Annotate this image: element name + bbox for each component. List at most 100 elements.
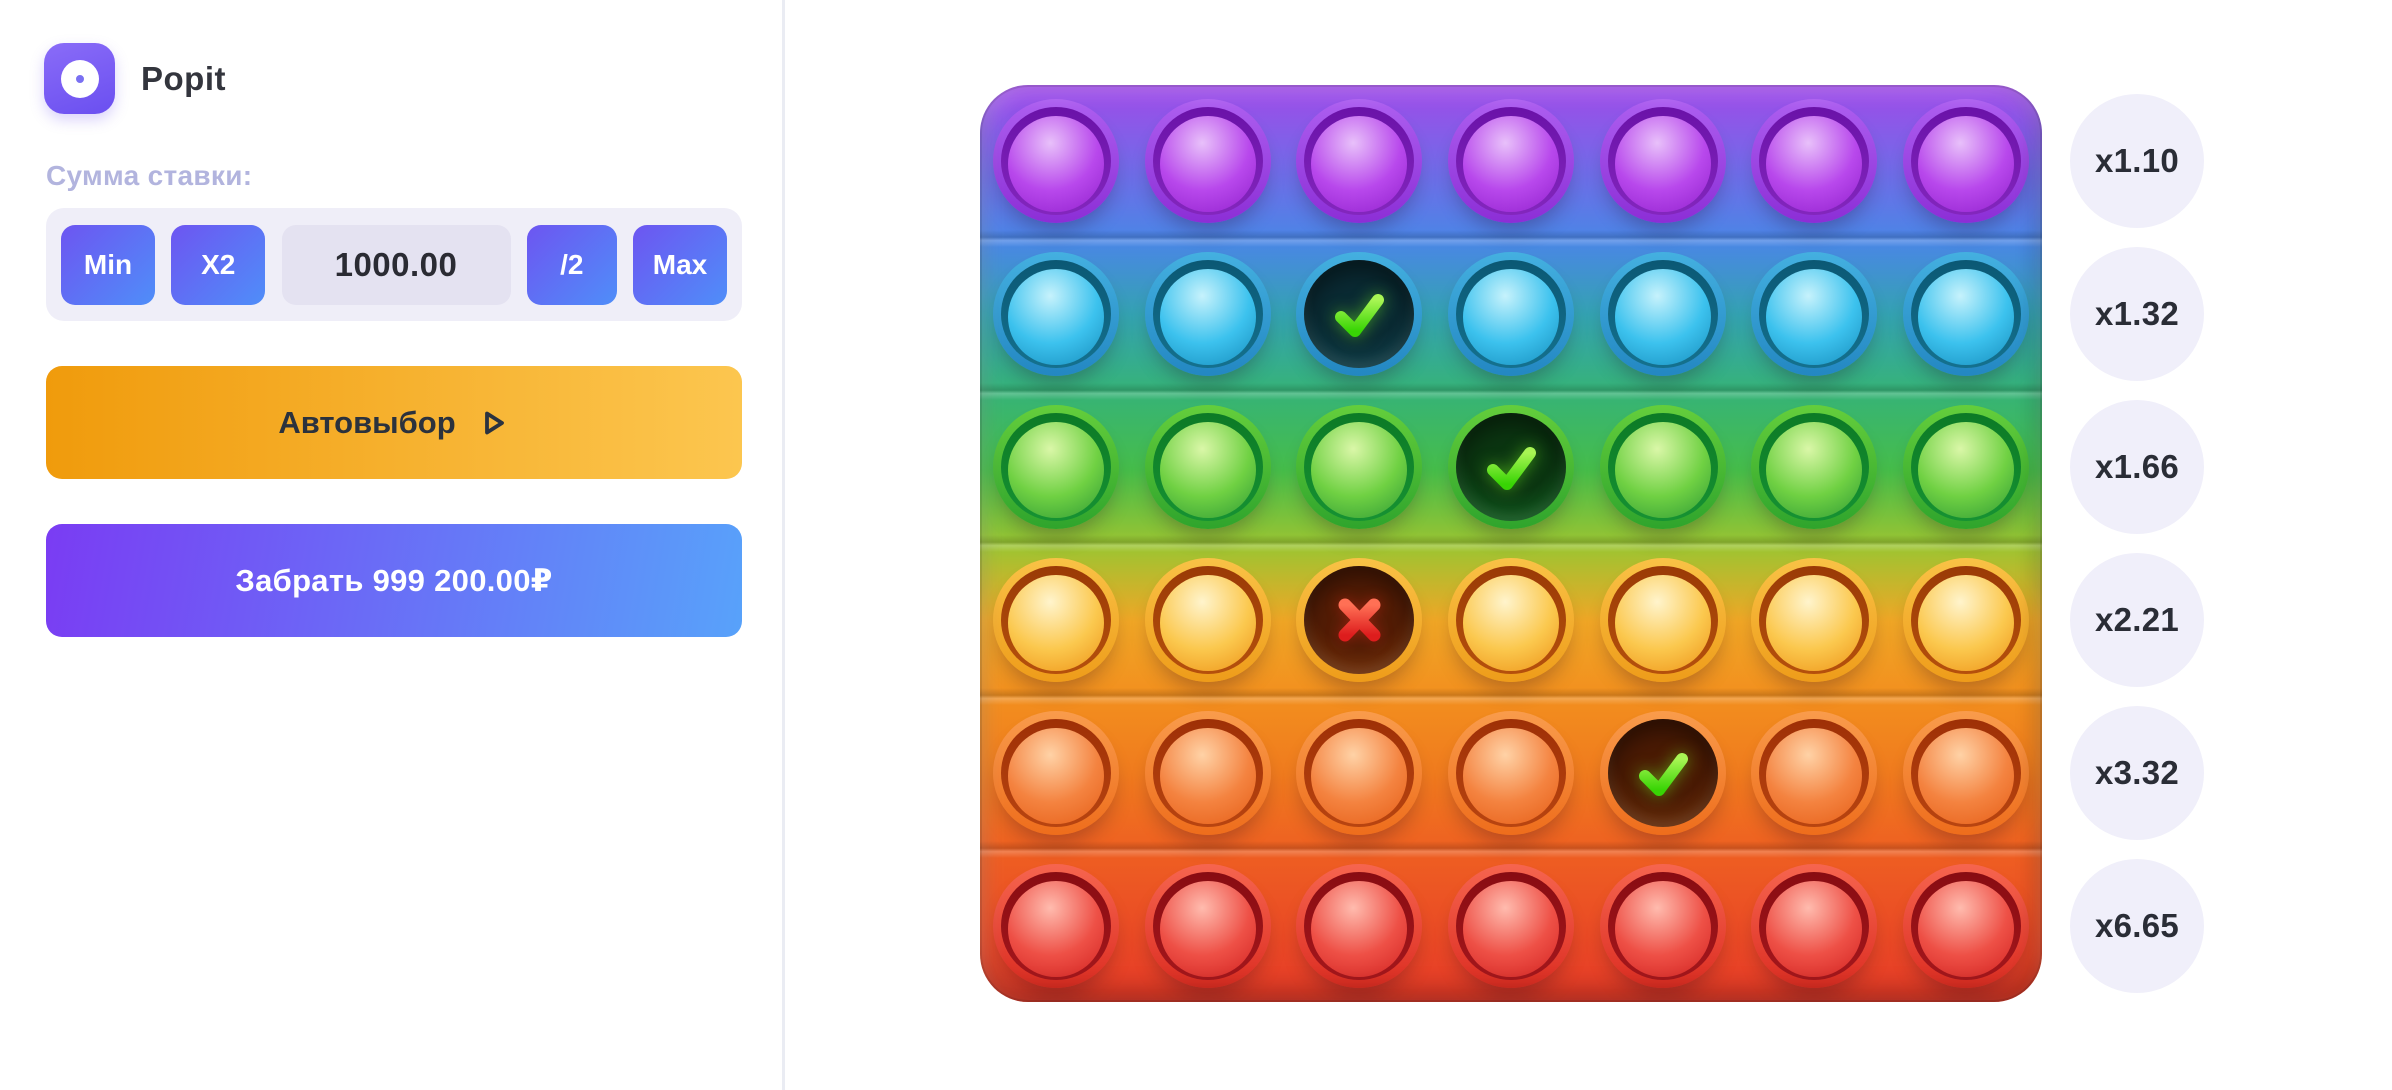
bubble-r4c5[interactable]	[1599, 557, 1726, 682]
bubble-dome	[1311, 116, 1408, 213]
board-cell-r3c5	[1587, 391, 1739, 544]
bet-amount-value[interactable]: 1000.00	[281, 224, 511, 305]
board-row-cyan	[980, 229, 2042, 391]
bubble-dome	[1463, 116, 1560, 213]
bubble-dome	[1766, 727, 1863, 824]
bubble-dome	[1614, 116, 1711, 213]
board-cell-r3c7	[1890, 391, 2042, 544]
popped-bubble-check-r2c3	[1296, 252, 1423, 377]
board-cell-r1c1	[980, 85, 1132, 238]
bubble-r5c7[interactable]	[1903, 710, 2030, 835]
bubble-r5c3[interactable]	[1296, 710, 1423, 835]
bubble-r3c3[interactable]	[1296, 405, 1423, 530]
bubble-r6c6[interactable]	[1751, 863, 1878, 988]
bubble-dome	[1614, 269, 1711, 366]
bubble-r4c7[interactable]	[1903, 557, 2030, 682]
board-cell-r6c6	[1739, 849, 1891, 1002]
bubble-r2c2[interactable]	[1144, 252, 1271, 377]
bubble-r6c2[interactable]	[1144, 863, 1271, 988]
left-panel: Popit Сумма ставки: Min X2 1000.00 /2 Ma…	[0, 0, 782, 1090]
bubble-r6c5[interactable]	[1599, 863, 1726, 988]
panel-divider	[782, 0, 785, 1090]
board-cell-r3c6	[1739, 391, 1891, 544]
bubble-dome	[1463, 269, 1560, 366]
bubble-dome	[1463, 574, 1560, 671]
bubble-r3c2[interactable]	[1144, 405, 1271, 530]
bubble-dome	[1614, 574, 1711, 671]
bubble-r5c1[interactable]	[992, 710, 1119, 835]
bubble-r2c4[interactable]	[1448, 252, 1575, 377]
bubble-dome	[1007, 574, 1104, 671]
bubble-r3c7[interactable]	[1903, 405, 2030, 530]
bubble-dome	[1918, 116, 2015, 213]
popped-hole	[1304, 260, 1415, 369]
bubble-r3c5[interactable]	[1599, 405, 1726, 530]
board-cell-r6c4	[1435, 849, 1587, 1002]
board-cell-r2c5	[1587, 238, 1739, 391]
bet-double-button[interactable]: X2	[171, 224, 266, 305]
check-icon	[1638, 752, 1688, 796]
board-cell-r6c1	[980, 849, 1132, 1002]
bubble-r6c7[interactable]	[1903, 863, 2030, 988]
logo-circle	[60, 59, 99, 98]
cashout-label: Забрать 999 200.00₽	[235, 562, 553, 598]
board-cell-r5c1	[980, 696, 1132, 849]
bet-controls: Min X2 1000.00 /2 Max	[46, 208, 742, 321]
bubble-r4c1[interactable]	[992, 557, 1119, 682]
popped-bubble-check-r3c4	[1448, 405, 1575, 530]
bubble-r6c4[interactable]	[1448, 863, 1575, 988]
bubble-r3c6[interactable]	[1751, 405, 1878, 530]
bubble-dome	[1614, 422, 1711, 519]
bet-min-button[interactable]: Min	[61, 224, 155, 305]
bubble-r5c2[interactable]	[1144, 710, 1271, 835]
popped-bubble-cross-r4c3	[1296, 557, 1423, 682]
multiplier-badge-row-3: x1.66	[2070, 400, 2204, 534]
bubble-dome	[1766, 880, 1863, 977]
cashout-button[interactable]: Забрать 999 200.00₽	[46, 524, 742, 637]
bubble-dome	[1918, 574, 2015, 671]
check-icon	[1487, 447, 1537, 491]
bubble-dome	[1614, 880, 1711, 977]
bubble-r6c3[interactable]	[1296, 863, 1423, 988]
bubble-r2c1[interactable]	[992, 252, 1119, 377]
bubble-r1c4[interactable]	[1448, 99, 1575, 224]
bet-half-button[interactable]: /2	[526, 224, 617, 305]
auto-pick-button[interactable]: Автовыбор	[46, 366, 742, 479]
bubble-dome	[1311, 422, 1408, 519]
bubble-r4c2[interactable]	[1144, 557, 1271, 682]
board-cell-r4c7	[1890, 543, 2042, 696]
bubble-dome	[1159, 269, 1256, 366]
bubble-r4c6[interactable]	[1751, 557, 1878, 682]
bubble-r1c6[interactable]	[1751, 99, 1878, 224]
bubble-dome	[1766, 422, 1863, 519]
board-cell-r1c7	[1890, 85, 2042, 238]
bubble-r1c1[interactable]	[992, 99, 1119, 224]
bubble-dome	[1007, 880, 1104, 977]
board-cell-r3c2	[1132, 391, 1284, 544]
bubble-r2c7[interactable]	[1903, 252, 2030, 377]
board-cell-r2c6	[1739, 238, 1891, 391]
bubble-r1c2[interactable]	[1144, 99, 1271, 224]
bubble-dome	[1766, 574, 1863, 671]
bubble-dome	[1918, 880, 2015, 977]
bubble-r6c1[interactable]	[992, 863, 1119, 988]
game-title: Popit	[141, 59, 226, 97]
bubble-r1c5[interactable]	[1599, 99, 1726, 224]
bubble-r2c6[interactable]	[1751, 252, 1878, 377]
bubble-r1c3[interactable]	[1296, 99, 1423, 224]
bubble-dome	[1918, 727, 2015, 824]
multiplier-badge-row-2: x1.32	[2070, 247, 2204, 381]
bubble-r5c4[interactable]	[1448, 710, 1575, 835]
bet-max-button[interactable]: Max	[633, 224, 727, 305]
bubble-dome	[1159, 116, 1256, 213]
bubble-r2c5[interactable]	[1599, 252, 1726, 377]
board-cell-r5c7	[1890, 696, 2042, 849]
bubble-r4c4[interactable]	[1448, 557, 1575, 682]
bubble-r5c6[interactable]	[1751, 710, 1878, 835]
board-row-gold	[980, 535, 2042, 696]
bubble-r1c7[interactable]	[1903, 99, 2030, 224]
board-cell-r6c5	[1587, 849, 1739, 1002]
bubble-dome	[1159, 422, 1256, 519]
bubble-r3c1[interactable]	[992, 405, 1119, 530]
